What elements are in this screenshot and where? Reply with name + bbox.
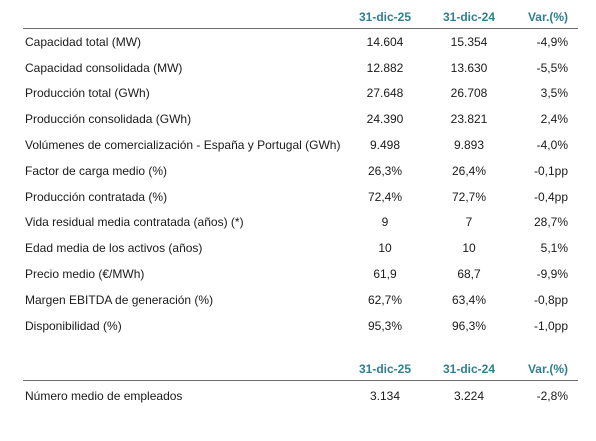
value-31-dic-24: 3.224 — [453, 389, 485, 403]
table-header-row: 31-dic-25 31-dic-24 Var.(%) — [23, 358, 578, 381]
row-label: Edad media de los activos (años) — [25, 241, 203, 256]
row-label: Capacidad consolidada (MW) — [25, 60, 183, 75]
table-row: Edad media de los activos (años) 10 10 5,1% — [23, 235, 578, 261]
value-variation: -1,0pp — [533, 318, 568, 333]
value-31-dic-24: 68,7 — [457, 267, 481, 282]
table-header-row: 31-dic-25 31-dic-24 Var.(%) — [23, 6, 578, 29]
value-31-dic-25: 26,3% — [367, 163, 403, 178]
value-variation: 2,4% — [540, 112, 568, 127]
value-variation: 3,5% — [540, 86, 568, 101]
table-row: Margen EBITDA de generación (%) 62,7% 63,4… — [23, 287, 578, 313]
table-row: Volúmenes de comercialización - España y… — [23, 132, 578, 158]
header-var: Var.(%) — [527, 362, 568, 376]
header-31-dic-24: 31-dic-24 — [442, 10, 496, 24]
value-31-dic-25: 9 — [381, 215, 389, 230]
header-31-dic-25: 31-dic-25 — [358, 10, 412, 24]
table-row: Capacidad consolidada (MW) 12.882 13.630 -5… — [23, 55, 578, 81]
value-31-dic-24: 72,7% — [451, 189, 487, 204]
value-31-dic-24: 26,4% — [451, 163, 487, 178]
value-variation: 28,7% — [533, 215, 568, 230]
value-31-dic-24: 26.708 — [450, 86, 488, 101]
value-31-dic-24: 23.821 — [450, 112, 488, 127]
value-31-dic-25: 10 — [378, 241, 392, 256]
value-31-dic-25: 24.390 — [366, 112, 404, 127]
table-row: Vida residual media contratada (años) (*… — [23, 210, 578, 236]
row-label: Producción contratada (%) — [25, 189, 168, 204]
value-variation: -2,8% — [536, 389, 568, 403]
value-variation: -0,1pp — [533, 163, 568, 178]
operating-metrics-table: 31-dic-25 31-dic-24 Var.(%) Capacidad to… — [23, 6, 578, 339]
value-31-dic-25: 12.882 — [366, 60, 404, 75]
table-row: Precio medio (€/MWh) 61,9 68,7 -9,9% — [23, 261, 578, 287]
value-31-dic-25: 3.134 — [369, 389, 401, 403]
row-label: Vida residual media contratada (años) (*… — [25, 215, 244, 230]
row-label: Número medio de empleados — [25, 389, 183, 403]
row-label: Precio medio (€/MWh) — [25, 267, 145, 282]
value-31-dic-25: 14.604 — [366, 34, 404, 49]
table-body: Número medio de empleados 3.134 3.224 -2,8% — [23, 381, 578, 412]
row-label: Factor de carga medio (%) — [25, 163, 168, 178]
value-31-dic-24: 13.630 — [450, 60, 488, 75]
header-31-dic-24: 31-dic-24 — [442, 362, 496, 376]
value-variation: -4,9% — [536, 34, 568, 49]
table-row: Capacidad total (MW) 14.604 15.354 -4,9% — [23, 29, 578, 55]
table-row: Factor de carga medio (%) 26,3% 26,4% -0,1p… — [23, 158, 578, 184]
value-variation: -0,4pp — [533, 189, 568, 204]
value-31-dic-24: 9.893 — [453, 138, 485, 153]
value-31-dic-25: 72,4% — [367, 189, 403, 204]
row-label: Capacidad total (MW) — [25, 34, 142, 49]
table-body: Capacidad total (MW) 14.604 15.354 -4,9% Cap… — [23, 29, 578, 339]
row-label: Producción consolidada (GWh) — [25, 112, 192, 127]
value-31-dic-25: 27.648 — [366, 86, 404, 101]
header-var: Var.(%) — [527, 10, 568, 24]
value-31-dic-25: 95,3% — [367, 318, 403, 333]
table-row: Producción consolidada (GWh) 24.390 23.821… — [23, 106, 578, 132]
table-row: Disponibilidad (%) 95,3% 96,3% -1,0pp — [23, 313, 578, 339]
value-variation: -5,5% — [536, 60, 568, 75]
value-variation: -9,9% — [536, 267, 568, 282]
table-row: Producción contratada (%) 72,4% 72,7% -0,4p… — [23, 184, 578, 210]
value-31-dic-25: 62,7% — [367, 292, 403, 307]
value-variation: 5,1% — [540, 241, 568, 256]
value-31-dic-24: 7 — [465, 215, 473, 230]
value-31-dic-24: 10 — [462, 241, 476, 256]
value-31-dic-24: 63,4% — [451, 292, 487, 307]
value-variation: -0,8pp — [533, 292, 568, 307]
header-empty — [23, 6, 343, 29]
table-row: Número medio de empleados 3.134 3.224 -2,8% — [23, 381, 578, 412]
value-variation: -4,0% — [536, 138, 568, 153]
row-label: Margen EBITDA de generación (%) — [25, 292, 214, 307]
value-31-dic-24: 96,3% — [451, 318, 487, 333]
header-31-dic-25: 31-dic-25 — [358, 362, 412, 376]
row-label: Producción total (GWh) — [25, 86, 150, 101]
employees-table: 31-dic-25 31-dic-24 Var.(%) Número medio… — [23, 358, 578, 411]
table-row: Producción total (GWh) 27.648 26.708 3,5% — [23, 81, 578, 107]
value-31-dic-25: 61,9 — [373, 267, 397, 282]
row-label: Disponibilidad (%) — [25, 318, 122, 333]
value-31-dic-25: 9.498 — [369, 138, 401, 153]
header-empty — [23, 358, 343, 381]
value-31-dic-24: 15.354 — [450, 34, 488, 49]
row-label: Volúmenes de comercialización - España y… — [25, 138, 341, 153]
